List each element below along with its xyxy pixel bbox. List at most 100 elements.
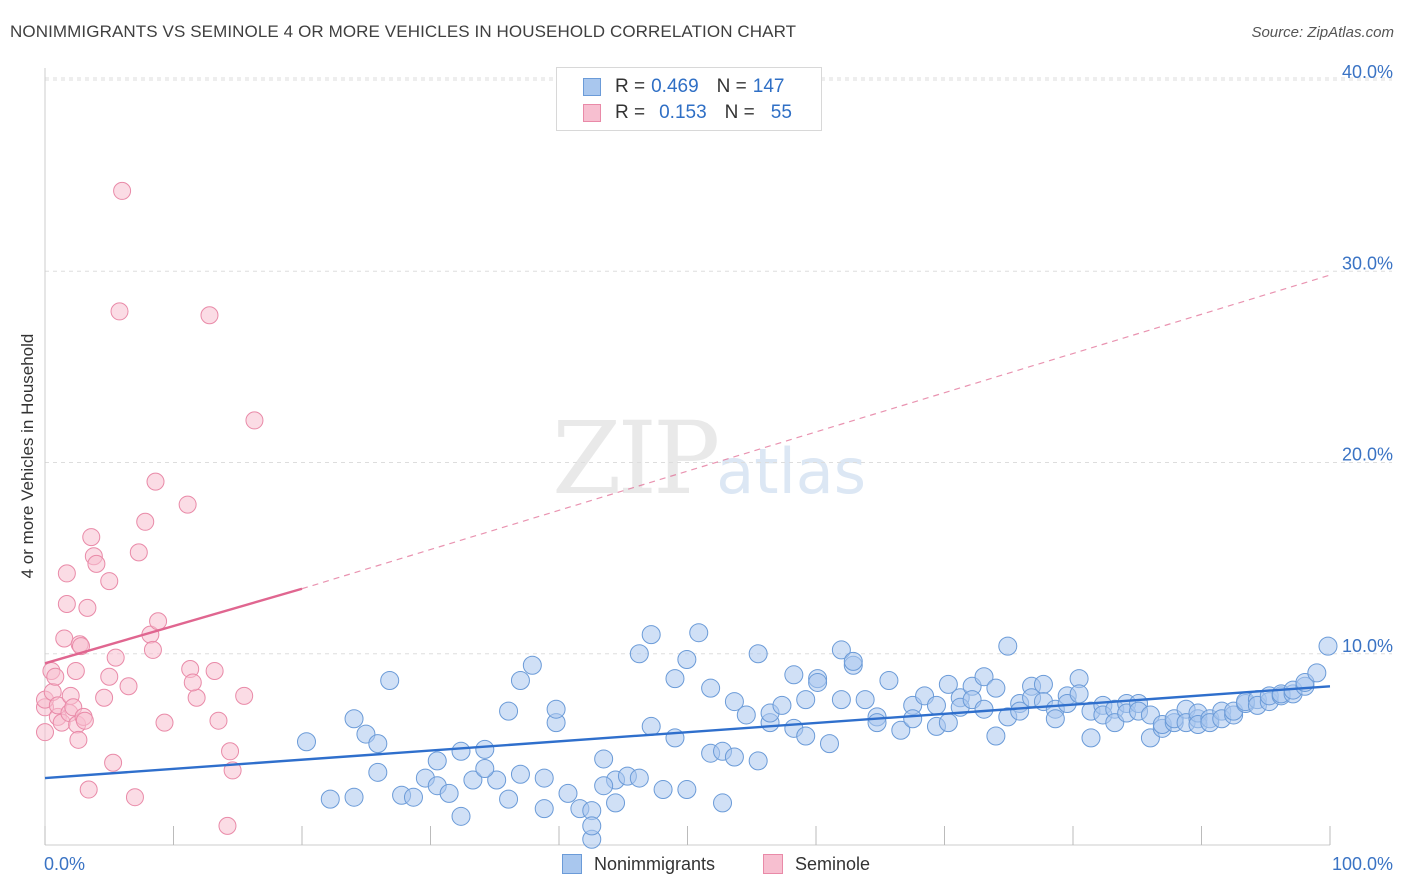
chart-title: NONIMMIGRANTS VS SEMINOLE 4 OR MORE VEHI… <box>10 22 797 41</box>
legend-n-value: 55 <box>770 102 792 123</box>
nonimmigrants-point <box>831 690 851 710</box>
nonimmigrants-point <box>403 787 423 807</box>
legend-n-label: N = <box>716 76 747 97</box>
nonimmigrants-point <box>831 640 851 660</box>
nonimmigrants-point <box>1307 663 1327 683</box>
nonimmigrants-point <box>784 665 804 685</box>
legend-swatch-blue <box>583 78 601 96</box>
nonimmigrants-point <box>1069 684 1089 704</box>
seminole-point <box>155 713 174 732</box>
nonimmigrants-point <box>344 709 364 729</box>
seminole-point <box>106 648 125 667</box>
nonimmigrants-point <box>344 787 364 807</box>
seminole-point <box>55 629 74 648</box>
bottom-legend-nonimmigrants: Nonimmigrants <box>562 852 715 876</box>
y-tick-label: 40.0% <box>1342 62 1393 82</box>
seminole-point <box>187 688 206 707</box>
seminole-point <box>104 753 123 772</box>
seminole-point <box>75 711 94 730</box>
bottom-legend-seminole: Seminole <box>763 852 870 876</box>
nonimmigrants-point <box>724 692 744 712</box>
seminole-point <box>209 711 228 730</box>
legend-r-value: 0.153 <box>659 102 707 123</box>
stats-legend: R = 0.469 N = 147 R = 0.153 N = 55 <box>556 67 822 131</box>
y-axis-label: 4 or more Vehicles in Household <box>18 333 37 579</box>
seminole-point <box>136 512 155 531</box>
nonimmigrants-point <box>701 678 721 698</box>
bottom-legend-label: Seminole <box>795 853 871 874</box>
nonimmigrants-point <box>677 649 697 669</box>
seminole-trend-line <box>44 587 303 665</box>
nonimmigrants-point <box>510 764 530 784</box>
seminole-point <box>46 667 65 686</box>
nonimmigrants-point <box>451 741 471 761</box>
legend-row-nonimmigrants: R = 0.469 N = 147 <box>583 75 784 99</box>
seminole-point <box>221 742 240 761</box>
nonimmigrants-point <box>772 695 792 715</box>
nonimmigrants-point <box>510 671 530 691</box>
nonimmigrants-point <box>986 678 1006 698</box>
nonimmigrants-point <box>451 806 471 826</box>
seminole-point <box>82 528 101 547</box>
nonimmigrants-point <box>641 625 661 645</box>
seminole-point <box>66 661 85 680</box>
seminole-point <box>113 181 132 200</box>
nonimmigrants-point <box>938 713 958 733</box>
y-tick-label: 10.0% <box>1342 636 1393 656</box>
nonimmigrants-point <box>641 716 661 736</box>
seminole-point <box>57 564 76 583</box>
seminole-point <box>36 723 54 742</box>
x-tick-label: 0.0% <box>44 854 85 874</box>
nonimmigrants-point <box>677 780 697 800</box>
seminole-point <box>149 612 168 631</box>
seminole-point <box>129 543 148 562</box>
nonimmigrants-point <box>582 816 602 836</box>
watermark-atlas: atlas <box>716 435 867 508</box>
nonimmigrants-point <box>879 671 899 691</box>
legend-n-value: 147 <box>752 76 785 97</box>
nonimmigrants-point <box>320 789 340 809</box>
nonimmigrants-point <box>713 793 733 813</box>
bottom-legend-label: Nonimmigrants <box>594 853 716 874</box>
nonimmigrants-point <box>736 705 756 725</box>
nonimmigrants-point <box>463 770 483 790</box>
nonimmigrants-point <box>891 720 911 740</box>
nonimmigrants-point <box>427 751 447 771</box>
legend-swatch-pink <box>583 104 601 122</box>
seminole-point <box>235 686 254 705</box>
seminole-trend-extension <box>301 274 1331 590</box>
seminole-point <box>119 677 138 696</box>
nonimmigrants-point <box>296 732 316 752</box>
nonimmigrants-point <box>867 713 887 733</box>
seminole-point <box>79 780 98 799</box>
y-tick-label: 30.0% <box>1342 253 1393 273</box>
legend-r-label: R = <box>615 76 646 97</box>
nonimmigrants-point <box>1010 701 1030 721</box>
seminole-point <box>87 554 106 573</box>
nonimmigrants-point <box>546 699 566 719</box>
nonimmigrants-point <box>1081 728 1101 748</box>
nonimmigrants-point <box>938 674 958 694</box>
nonimmigrants-point <box>439 783 459 803</box>
nonimmigrants-point <box>855 690 875 710</box>
seminole-point <box>57 595 76 614</box>
seminole-point <box>245 411 264 430</box>
nonimmigrants-point <box>1033 674 1053 694</box>
watermark-zip: ZIP <box>552 400 720 517</box>
nonimmigrants-point <box>796 726 816 746</box>
nonimmigrants-point <box>653 780 673 800</box>
nonimmigrants-point <box>926 695 946 715</box>
nonimmigrants-point <box>594 776 614 796</box>
nonimmigrants-point <box>748 644 768 664</box>
bottom-legend-swatch-pink <box>763 854 783 874</box>
nonimmigrants-point <box>796 690 816 710</box>
seminole-point <box>100 667 119 686</box>
seminole-point <box>178 495 197 514</box>
nonimmigrants-trend-line <box>44 685 1331 780</box>
nonimmigrants-point <box>1318 636 1338 656</box>
nonimmigrants-point <box>594 749 614 769</box>
seminole-point <box>71 637 90 656</box>
seminole-point <box>95 688 114 707</box>
nonimmigrants-point <box>724 747 744 767</box>
